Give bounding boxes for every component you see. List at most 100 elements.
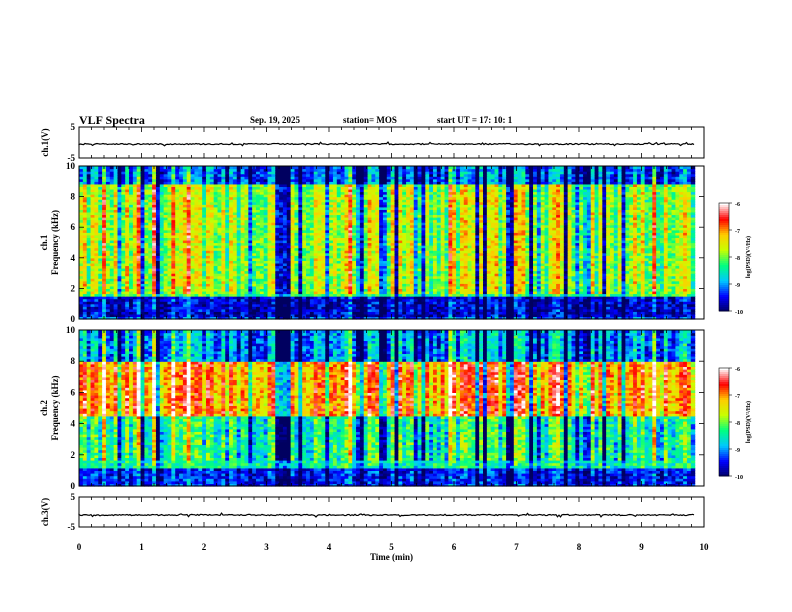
ch1-spectrogram-cell <box>390 301 396 305</box>
ch1-spectrogram-cell <box>633 288 638 292</box>
ch1-spectrogram-cell <box>586 270 592 274</box>
ch1-spectrogram-cell <box>390 298 396 302</box>
ch1-spectrogram-cell <box>309 316 315 320</box>
ch1-spectrogram-cell <box>344 273 349 277</box>
ch1-spectrogram-cell <box>517 242 523 246</box>
ch1-spectrogram-cell <box>679 316 684 320</box>
ch1-spectrogram-cell <box>348 247 353 251</box>
ch1-spectrogram-cell <box>125 265 130 269</box>
ch1-spectrogram-cell <box>309 245 315 249</box>
ch1-spectrogram-cell <box>452 247 457 251</box>
ch1-spectrogram-cell <box>636 278 642 282</box>
ch1-spectrogram-cell <box>213 316 219 320</box>
ch1-spectrogram-cell <box>194 247 199 251</box>
ch1-spectrogram-cell <box>379 303 384 307</box>
ch1-spectrogram-cell <box>359 301 365 305</box>
ch1-spectrogram-cell <box>140 285 146 289</box>
ch1-spectrogram-cell <box>90 280 95 284</box>
ch1-spectrogram-cell <box>309 268 315 272</box>
ch1-spectrogram-cell <box>148 252 153 256</box>
ch1-spectrogram-cell <box>179 265 184 269</box>
ch1-spectrogram-cell <box>306 308 311 312</box>
ch1-spectrogram-cell <box>309 247 315 251</box>
ch1-spectrogram-cell <box>359 285 365 289</box>
ch1-spectrogram-cell <box>675 245 680 249</box>
ch1-spectrogram-cell <box>540 250 546 254</box>
ch1-spectrogram-cell <box>321 239 326 244</box>
ch1-spectrogram-cell <box>159 280 165 284</box>
ch1-spectrogram-cell <box>633 265 638 269</box>
ch1-spectrogram-cell <box>332 257 338 261</box>
ch1-spectrogram-cell <box>236 278 242 282</box>
ch1-spectrogram-cell <box>406 242 411 246</box>
ch1-spectrogram-cell <box>409 252 415 256</box>
ch1-spectrogram-cell <box>182 293 188 297</box>
ch1-spectrogram-cell <box>579 311 584 315</box>
ch1-spectrogram-cell <box>648 280 653 284</box>
ch1-spectrogram-cell <box>563 298 569 302</box>
ch1-spectrogram-cell <box>398 296 403 300</box>
ch1-spectrogram-cell <box>390 275 396 279</box>
ch1-spectrogram-cell <box>540 280 546 284</box>
ch1-spectrogram-cell <box>559 265 565 269</box>
ch1-spectrogram-cell <box>306 311 311 315</box>
ch1-spectrogram-cell <box>575 301 580 305</box>
ch1-spectrogram-cell <box>494 245 499 249</box>
ch1-spectrogram-cell <box>506 306 511 310</box>
ch1-spectrogram-cell <box>429 296 434 300</box>
ch1-spectrogram-cell <box>409 298 415 302</box>
ch1-spectrogram-cell <box>325 275 330 279</box>
ch1-spectrogram-cell <box>379 278 384 282</box>
ch1-spectrogram-cell <box>406 303 411 307</box>
ch1-spectrogram-cell <box>255 270 261 274</box>
ch1-spectrogram-cell <box>263 290 269 295</box>
ch1-spectrogram-cell <box>436 296 442 300</box>
ch1-spectrogram-cell <box>656 252 661 256</box>
ch1-spectrogram-cell <box>209 278 215 282</box>
ch1-spectrogram-cell <box>579 296 584 300</box>
ch1-spectrogram-cell <box>271 290 276 295</box>
ch1-spectrogram-cell <box>444 262 449 267</box>
ch1-spectrogram-cell <box>656 303 661 307</box>
ch1-spectrogram-cell <box>132 275 138 279</box>
ch1-spectrogram-cell <box>306 245 311 249</box>
ch1-spectrogram-cell <box>444 245 449 249</box>
ch1-spectrogram-cell <box>379 270 384 274</box>
ch1-spectrogram-cell <box>594 303 600 307</box>
ch1-spectrogram-cell <box>525 311 530 315</box>
ch1-spectrogram-cell <box>375 306 380 310</box>
ch1-spectrogram-cell <box>398 273 403 277</box>
ch1-spectrogram-cell <box>602 260 607 264</box>
ch1-spectrogram-cell <box>375 283 380 287</box>
ch1-spectrogram-cell <box>633 296 638 300</box>
ch1-spectrogram-cell <box>594 275 600 279</box>
ch1-spectrogram-cell <box>232 280 238 284</box>
ch1-spectrogram-cell <box>94 280 99 284</box>
ch1-spectrogram-cell <box>425 260 430 264</box>
ch1-spectrogram-cell <box>263 316 269 320</box>
ch1-spectrogram-cell <box>263 262 269 267</box>
ch1-spectrogram-cell <box>117 288 122 292</box>
ch1-spectrogram-cell <box>221 273 226 277</box>
ch1-spectrogram-cell <box>298 247 303 251</box>
ch1-spectrogram-cell <box>129 298 134 302</box>
ch1-spectrogram-cell <box>255 306 261 310</box>
ch1-spectrogram-cell <box>329 262 334 267</box>
ch1-spectrogram-cell <box>513 308 519 312</box>
ch1-spectrogram-cell <box>255 293 261 297</box>
ch1-spectrogram-cell <box>279 278 284 282</box>
ch1-spectrogram-cell <box>417 288 423 292</box>
ch1-spectrogram-cell <box>356 316 361 320</box>
ch1-spectrogram-cell <box>344 308 349 312</box>
ch1-spectrogram-cell <box>329 270 334 274</box>
ch1-spectrogram-cell <box>548 303 553 307</box>
ch1-spectrogram-cell <box>675 293 680 297</box>
ch1-spectrogram-cell <box>371 262 376 267</box>
ch1-spectrogram-cell <box>406 296 411 300</box>
ch1-spectrogram-cell <box>102 308 107 312</box>
ch1-spectrogram-cell <box>456 285 461 289</box>
ch1-spectrogram-cell <box>667 273 673 277</box>
ch1-spectrogram-cell <box>417 242 423 246</box>
ch1-spectrogram-cell <box>459 252 465 256</box>
ch1-spectrogram-cell <box>679 275 684 279</box>
